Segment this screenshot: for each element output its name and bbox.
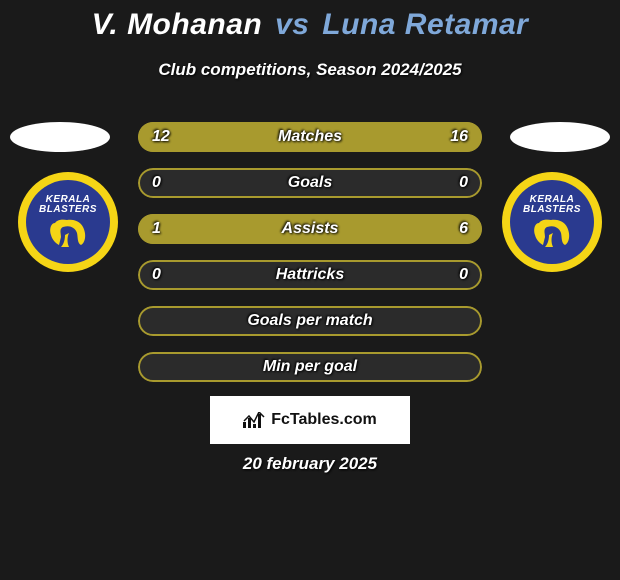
vs-text: vs (275, 8, 309, 41)
stat-row: Assists16 (138, 214, 482, 244)
stat-row: Goals00 (138, 168, 482, 198)
date: 20 february 2025 (0, 454, 620, 474)
elephant-icon (47, 217, 89, 249)
stat-bars: Matches1216 Goals00 Assists16 Hattricks00 Go… (138, 122, 482, 398)
brand-box: FcTables.com (210, 396, 410, 444)
crest-line2: BLASTERS (523, 205, 581, 215)
stat-fill-right (276, 122, 482, 152)
player2-name: Luna Retamar (322, 8, 528, 41)
player1-name: V. Mohanan (92, 8, 263, 41)
stat-row: Hattricks00 (138, 260, 482, 290)
subtitle: Club competitions, Season 2024/2025 (0, 60, 620, 80)
crest-line2: BLASTERS (39, 205, 97, 215)
player2-club-crest: KERALA BLASTERS (502, 172, 602, 272)
comparison-title: V. Mohanan vs Luna Retamar (0, 0, 620, 42)
chart-icon (243, 412, 265, 428)
player2-avatar (510, 122, 610, 152)
player1-avatar (10, 122, 110, 152)
stat-row: Goals per match (138, 306, 482, 336)
elephant-icon (531, 217, 573, 249)
player1-club-crest: KERALA BLASTERS (18, 172, 118, 272)
stat-fill-right (186, 214, 482, 244)
brand-text: FcTables.com (271, 411, 377, 429)
stat-row: Min per goal (138, 352, 482, 382)
stat-fill-left (138, 214, 186, 244)
stat-row: Matches1216 (138, 122, 482, 152)
stat-fill-left (138, 122, 276, 152)
